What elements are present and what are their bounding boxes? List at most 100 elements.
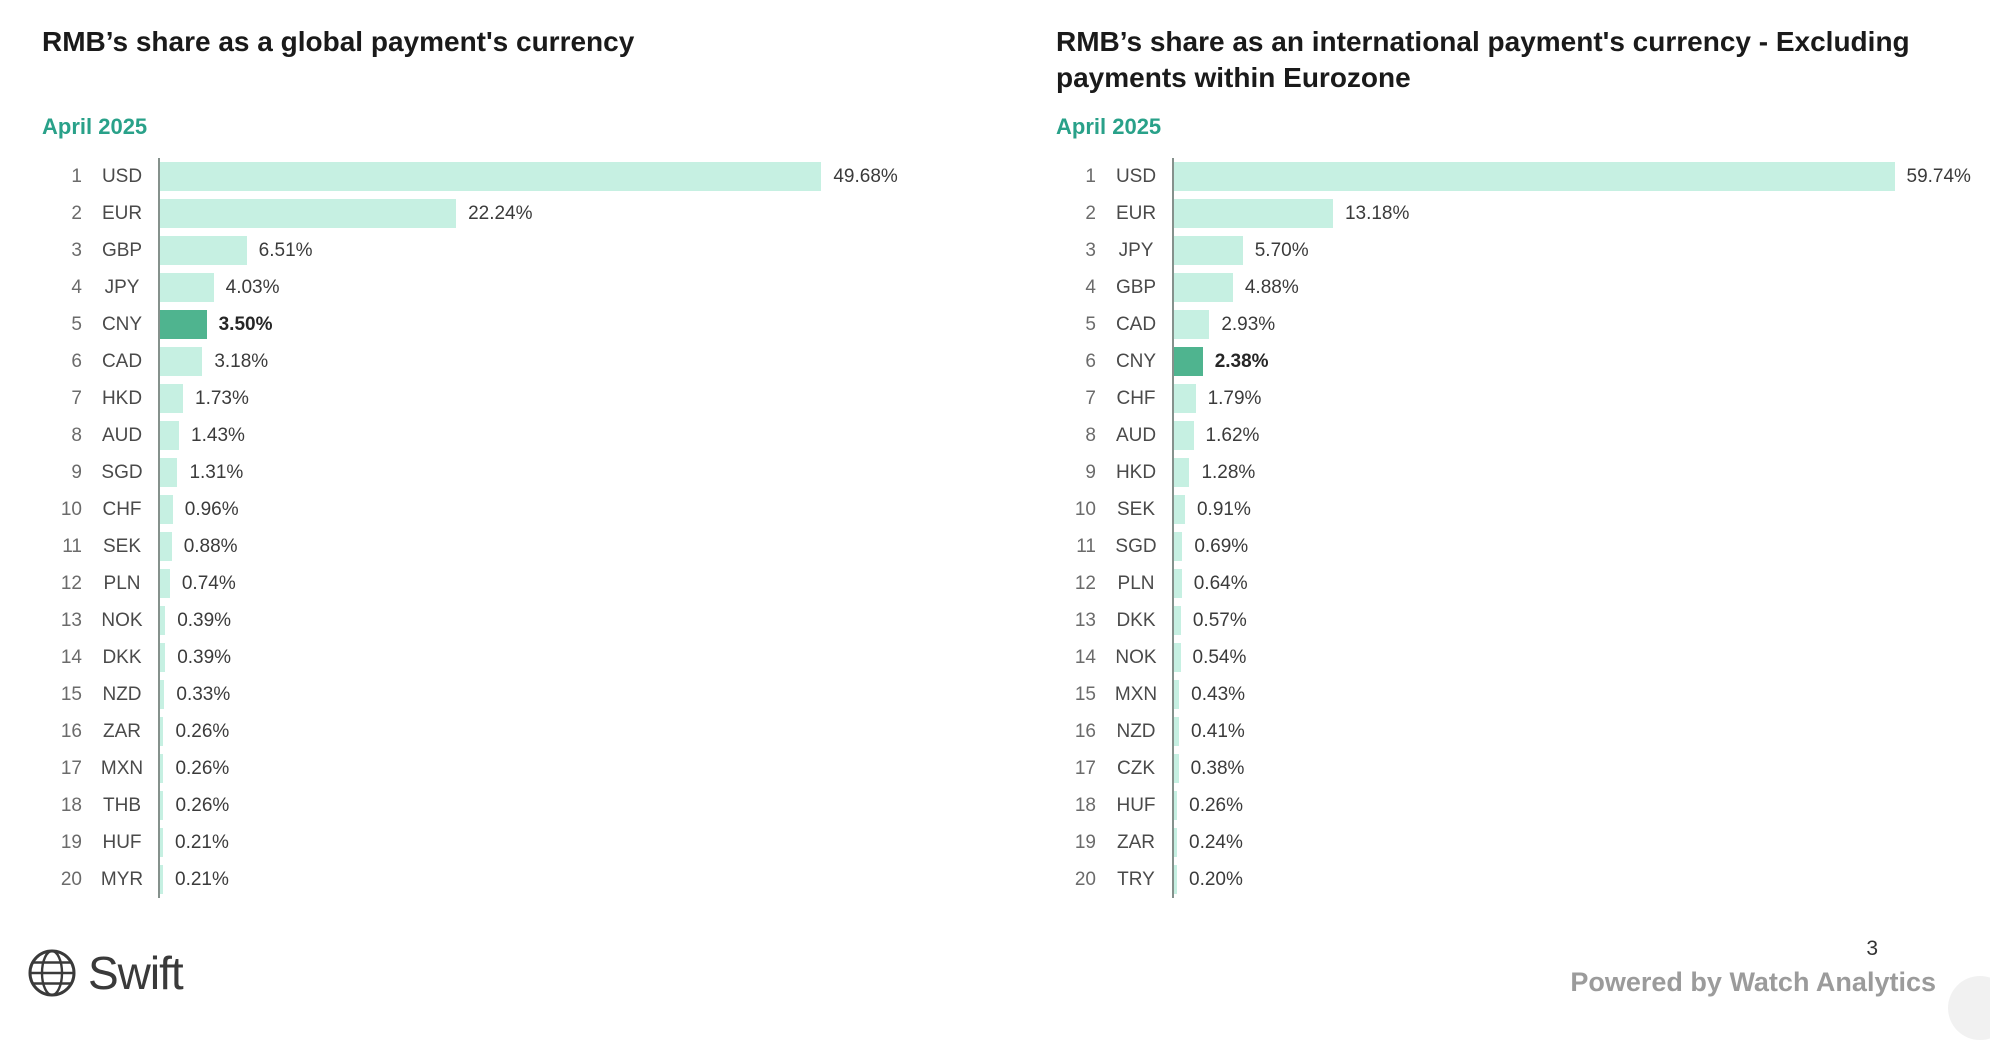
currency-code: JPY <box>104 276 140 298</box>
rank-label: 8 <box>71 424 82 446</box>
bar-track: 1.43% <box>158 417 1012 454</box>
currency-code: MXN <box>1114 683 1158 705</box>
chart-global-payments: RMB’s share as a global payment's curren… <box>42 24 1012 898</box>
bar-row: 16 NZD 0.41% <box>1056 713 1970 750</box>
bar-row: 15 MXN 0.43% <box>1056 676 1970 713</box>
rank-label: 10 <box>1074 498 1096 520</box>
bar-track: 0.26% <box>158 787 1012 824</box>
rank-label: 2 <box>71 202 82 224</box>
currency-code: JPY <box>1118 239 1154 261</box>
rank-label: 5 <box>1085 313 1096 335</box>
currency-code: SGD <box>101 461 143 483</box>
rank-label: 9 <box>71 461 82 483</box>
bar-track: 0.69% <box>1172 528 1970 565</box>
bar-row: 4 GBP 4.88% <box>1056 269 1970 306</box>
rank-label: 5 <box>71 313 82 335</box>
currency-code: PLN <box>103 572 141 594</box>
bar <box>1174 273 1233 302</box>
value-label: 0.41% <box>1190 720 1245 742</box>
bar-track: 5.70% <box>1172 232 1970 269</box>
bar <box>160 680 165 709</box>
currency-code: SGD <box>1115 535 1157 557</box>
bar-highlighted <box>1174 347 1203 376</box>
bar <box>1174 495 1185 524</box>
rank-label: 12 <box>60 572 82 594</box>
value-label: 6.51% <box>258 239 313 261</box>
bar <box>1174 199 1333 228</box>
page-number: 3 <box>1866 937 1878 960</box>
bar-row: 5 CAD 2.93% <box>1056 306 1970 343</box>
rank-label: 7 <box>71 387 82 409</box>
bar-row: 12 PLN 0.64% <box>1056 565 1970 602</box>
bar-track: 0.43% <box>1172 676 1970 713</box>
rank-label: 3 <box>1085 239 1096 261</box>
value-label: 0.38% <box>1190 757 1245 779</box>
bar <box>160 532 172 561</box>
value-label: 1.62% <box>1205 424 1260 446</box>
bar-chart: 1 USD 59.74% 2 EUR 13.18% 3 JPY 5.70% 4 GBP 4.88% 5 C… <box>1056 158 1971 898</box>
bar <box>1174 680 1180 709</box>
bar-track: 0.54% <box>1172 639 1970 676</box>
value-label: 4.03% <box>225 276 280 298</box>
bar-row: 4 JPY 4.03% <box>42 269 1012 306</box>
bar <box>1174 162 1895 191</box>
currency-code: USD <box>101 165 143 187</box>
rank-label: 15 <box>1074 683 1096 705</box>
bar <box>160 606 166 635</box>
bar <box>160 495 173 524</box>
value-label: 0.26% <box>175 757 230 779</box>
bar <box>160 236 247 265</box>
bar <box>1174 384 1196 413</box>
value-label: 4.88% <box>1244 276 1299 298</box>
bar-row: 9 HKD 1.28% <box>1056 454 1970 491</box>
bar-row: 3 GBP 6.51% <box>42 232 1012 269</box>
bar-row: 16 ZAR 0.26% <box>42 713 1012 750</box>
bar <box>1174 569 1182 598</box>
value-label: 1.31% <box>189 461 244 483</box>
bar <box>1174 236 1243 265</box>
bar <box>160 717 164 746</box>
rank-label: 6 <box>71 350 82 372</box>
bar-track: 3.50% <box>158 306 1012 343</box>
bar <box>1174 865 1177 894</box>
rank-label: 11 <box>62 535 82 557</box>
currency-code: AUD <box>1115 424 1157 446</box>
bar <box>160 347 203 376</box>
rank-label: 17 <box>1074 757 1096 779</box>
value-label: 0.96% <box>184 498 239 520</box>
currency-code: CAD <box>1115 313 1157 335</box>
chart-international-payments: RMB’s share as an international payment'… <box>1056 24 1971 898</box>
bar-track: 2.38% <box>1172 343 1970 380</box>
value-label: 59.74% <box>1906 165 1971 187</box>
bar <box>1174 310 1210 339</box>
value-label: 5.70% <box>1254 239 1309 261</box>
page-footer: Swift 3 Powered by Watch Analytics <box>0 924 1990 1016</box>
bar-track: 22.24% <box>158 195 1012 232</box>
currency-code: CZK <box>1117 757 1155 779</box>
bar-track: 0.88% <box>158 528 1012 565</box>
currency-code: USD <box>1115 165 1157 187</box>
charts-area: RMB’s share as a global payment's curren… <box>42 24 1971 898</box>
bar-row: 15 NZD 0.33% <box>42 676 1012 713</box>
bar-row: 6 CNY 2.38% <box>1056 343 1970 380</box>
bar-row: 11 SEK 0.88% <box>42 528 1012 565</box>
value-label: 0.39% <box>177 646 232 668</box>
footer-right: 3 Powered by Watch Analytics <box>1570 937 1936 998</box>
bar-track: 1.79% <box>1172 380 1970 417</box>
rank-label: 6 <box>1085 350 1096 372</box>
bar <box>1174 458 1190 487</box>
value-label: 0.54% <box>1192 646 1247 668</box>
bar-track: 4.88% <box>1172 269 1970 306</box>
currency-code: ZAR <box>103 720 141 742</box>
currency-code: PLN <box>1117 572 1155 594</box>
bar-chart: 1 USD 49.68% 2 EUR 22.24% 3 GBP 6.51% 4 JPY 4.03% 5 C… <box>42 158 1012 898</box>
bar-row: 7 CHF 1.79% <box>1056 380 1970 417</box>
value-label: 0.26% <box>1189 794 1243 816</box>
currency-code: HKD <box>1115 461 1157 483</box>
bar-track: 0.39% <box>158 602 1012 639</box>
currency-code: THB <box>103 794 141 816</box>
rank-label: 19 <box>60 831 82 853</box>
currency-code: EUR <box>1115 202 1157 224</box>
bar-row: 8 AUD 1.62% <box>1056 417 1970 454</box>
bar-row: 9 SGD 1.31% <box>42 454 1012 491</box>
